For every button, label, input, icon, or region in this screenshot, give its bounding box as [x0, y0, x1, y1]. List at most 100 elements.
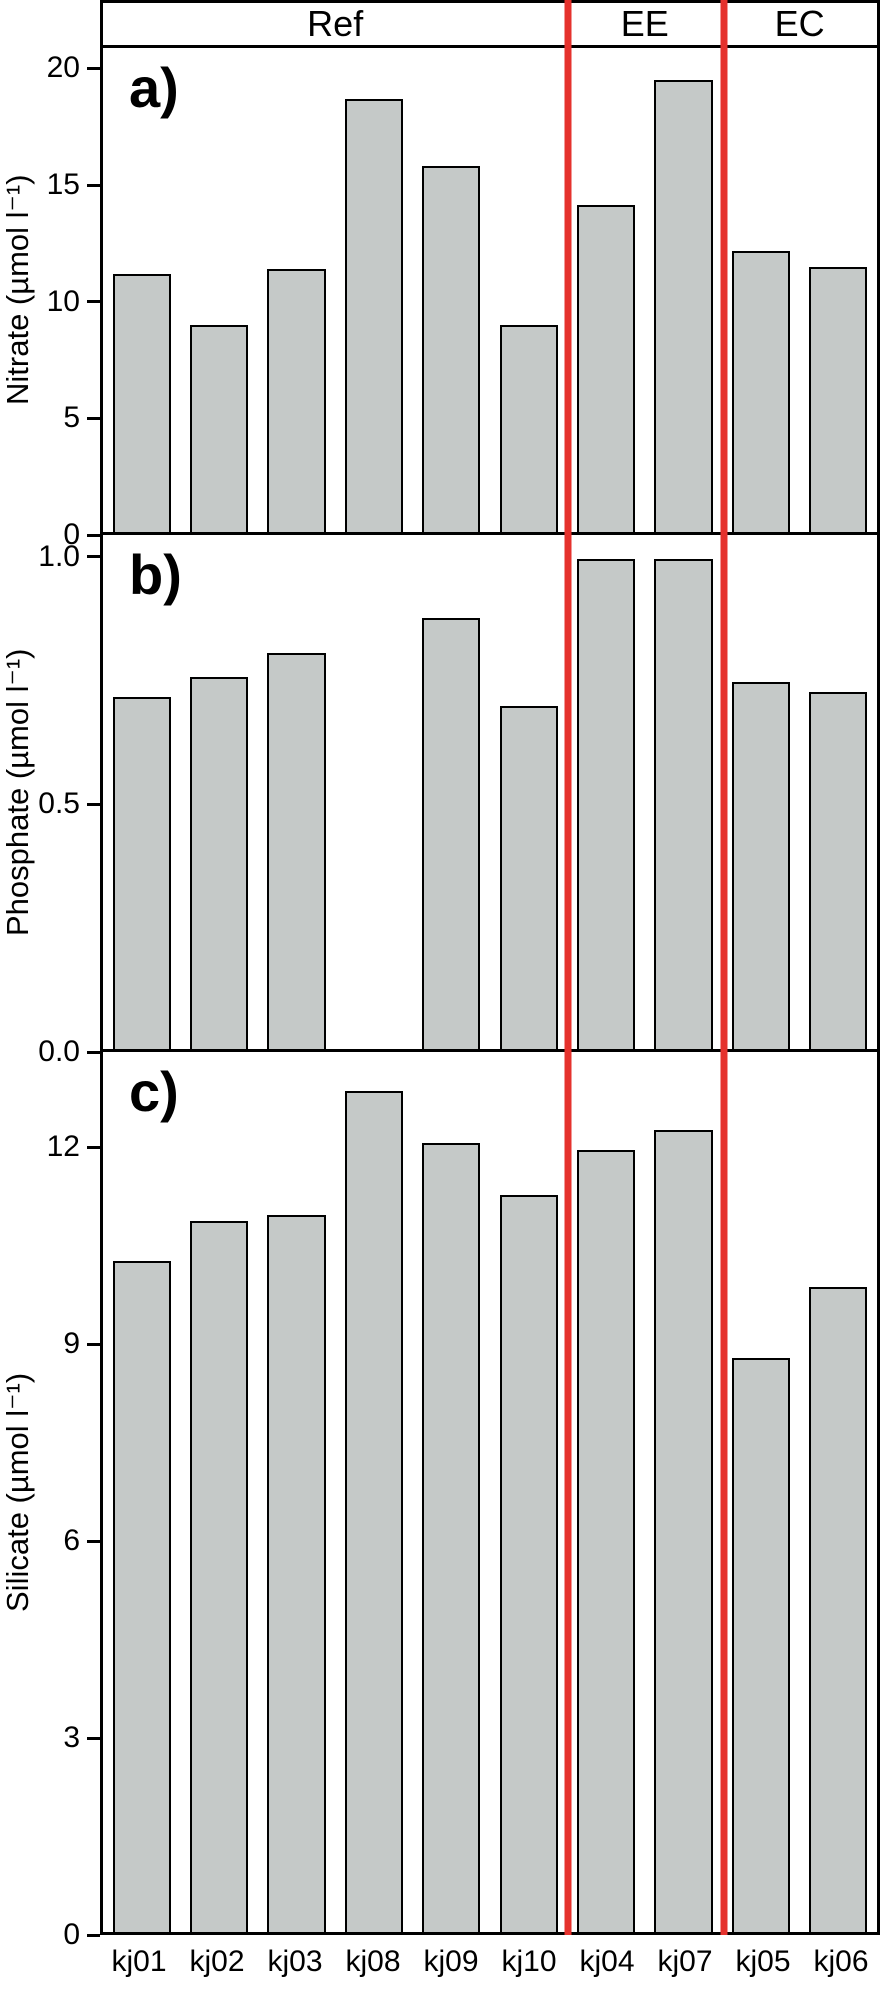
y-tick-mark [87, 1736, 100, 1740]
bar-kj09 [422, 1143, 481, 1932]
bar-kj07 [654, 559, 713, 1049]
y-axis-gutter-phosphate: Phosphate (µmol l⁻¹) 0.0 0.5 1.0 [0, 532, 100, 1067]
y-axis-gutter-silicate: Silicate (µmol l⁻¹) 0 3 6 9 12 [0, 1049, 100, 1950]
y-tick-mark [87, 1342, 100, 1346]
x-tick-label-kj02: kj02 [189, 1945, 245, 1978]
y-tick-mark [87, 802, 100, 806]
panel-label-a: a) [129, 56, 179, 119]
bar-kj01 [112, 273, 171, 532]
bar-kj10 [499, 324, 558, 532]
y-tick: 9 [63, 1329, 100, 1359]
y-tick: 5 [63, 403, 100, 433]
bar-kj09 [422, 618, 481, 1049]
bar-kj08 [344, 98, 403, 532]
group-label-ee: EE [620, 3, 669, 44]
x-tick-label-kj07: kj07 [657, 1945, 713, 1978]
y-axis-label-phosphate: Phosphate (µmol l⁻¹) [0, 648, 35, 936]
x-tick-label-kj06: kj06 [813, 1945, 869, 1978]
y-axis-gutter-nitrate: Nitrate (µmol l⁻¹) 0 5 10 15 20 [0, 45, 100, 550]
y-tick: 6 [63, 1526, 100, 1556]
y-tick: 10 [46, 284, 100, 318]
bar-kj02 [190, 1221, 249, 1932]
y-tick: 20 [47, 53, 100, 83]
bar-kj10 [499, 1195, 558, 1932]
y-tick-label: 0 [63, 518, 80, 551]
bar-kj01 [112, 696, 171, 1049]
bar-kj04 [577, 1149, 636, 1932]
y-tick-mark [87, 1539, 100, 1543]
y-tick-label: 5 [63, 401, 80, 435]
group-header: Ref EE EC [100, 0, 880, 48]
bar-kj03 [267, 1214, 326, 1932]
y-tick-mark [87, 1050, 100, 1054]
y-tick-label: 3 [63, 1721, 80, 1755]
y-tick-label: 0.0 [38, 1035, 80, 1068]
y-tick-label: 0.5 [38, 787, 80, 821]
panel-nitrate: Nitrate (µmol l⁻¹) 0 5 10 15 20 a) [0, 45, 880, 550]
panel-label-c: c) [129, 1060, 179, 1123]
x-tick-label-kj09: kj09 [423, 1945, 479, 1978]
y-tick-mark [87, 555, 100, 559]
y-tick-mark [87, 533, 100, 537]
y-tick-label: 20 [46, 51, 80, 85]
bar-kj03 [267, 269, 326, 532]
bar-kj05 [731, 681, 790, 1049]
plot-area-nitrate: a) [100, 45, 880, 535]
bar-kj05 [731, 250, 790, 532]
panel-phosphate: Phosphate (µmol l⁻¹) 0.0 0.5 1.0 b) [0, 532, 880, 1067]
x-tick-label-kj01: kj01 [111, 1945, 167, 1978]
y-tick-label: 15 [46, 168, 80, 201]
panel-silicate: Silicate (µmol l⁻¹) 0 3 6 9 12 c) [0, 1049, 880, 1950]
bar-kj07 [654, 1130, 713, 1932]
y-tick-label: 9 [63, 1327, 80, 1361]
bar-kj05 [731, 1358, 790, 1932]
bar-kj06 [809, 691, 868, 1049]
y-tick-label: 1.0 [38, 539, 80, 573]
plot-area-phosphate: b) [100, 532, 880, 1052]
y-tick-mark [87, 416, 100, 420]
bar-kj08 [344, 1091, 403, 1932]
bar-kj10 [499, 706, 558, 1049]
y-tick-label: 12 [46, 1130, 80, 1164]
bar-kj03 [267, 652, 326, 1049]
y-tick-mark [87, 1145, 100, 1149]
group-label-ec: EC [774, 3, 825, 44]
y-tick: 15 [47, 170, 100, 200]
y-tick: 0.0 [38, 1037, 100, 1067]
y-tick-label: 10 [46, 284, 80, 318]
y-tick: 0 [63, 1920, 100, 1950]
x-tick-label-kj04: kj04 [579, 1945, 635, 1978]
y-axis-label-nitrate: Nitrate (µmol l⁻¹) [0, 174, 35, 406]
y-tick-label: 6 [63, 1524, 80, 1558]
x-tick-label-kj08: kj08 [345, 1945, 401, 1978]
y-tick: 0 [63, 520, 100, 550]
y-tick-mark [87, 66, 100, 70]
x-tick-label-kj05: kj05 [735, 1945, 791, 1978]
x-axis-labels: kj01 kj02 kj03 kj08 kj09 kj10 kj04 kj07 kj05 kj06 [100, 1935, 880, 1995]
panel-label-b: b) [129, 543, 182, 606]
bar-kj04 [577, 559, 636, 1049]
y-tick: 12 [47, 1132, 100, 1162]
group-header-row: Ref EE EC [100, 0, 880, 48]
bar-kj06 [809, 266, 868, 532]
bar-kj02 [190, 676, 249, 1049]
bar-kj01 [112, 1260, 171, 1932]
y-tick-mark [87, 300, 100, 304]
y-tick: 3 [63, 1723, 100, 1753]
bar-kj02 [190, 324, 249, 532]
y-tick: 0.5 [38, 789, 100, 819]
bar-kj09 [422, 165, 481, 532]
y-tick-label: 0 [63, 1918, 80, 1951]
bar-kj04 [577, 204, 636, 532]
y-tick-mark [87, 183, 100, 187]
bar-kj07 [654, 80, 713, 532]
bar-kj06 [809, 1286, 868, 1932]
y-tick-mark [87, 1933, 100, 1937]
x-tick-label-kj10: kj10 [501, 1945, 557, 1978]
group-label-ref: Ref [307, 3, 364, 44]
x-tick-label-kj03: kj03 [267, 1945, 323, 1978]
plot-area-silicate: c) [100, 1049, 880, 1935]
y-tick: 1.0 [38, 539, 100, 573]
y-axis-label-silicate: Silicate (µmol l⁻¹) [0, 1372, 35, 1612]
